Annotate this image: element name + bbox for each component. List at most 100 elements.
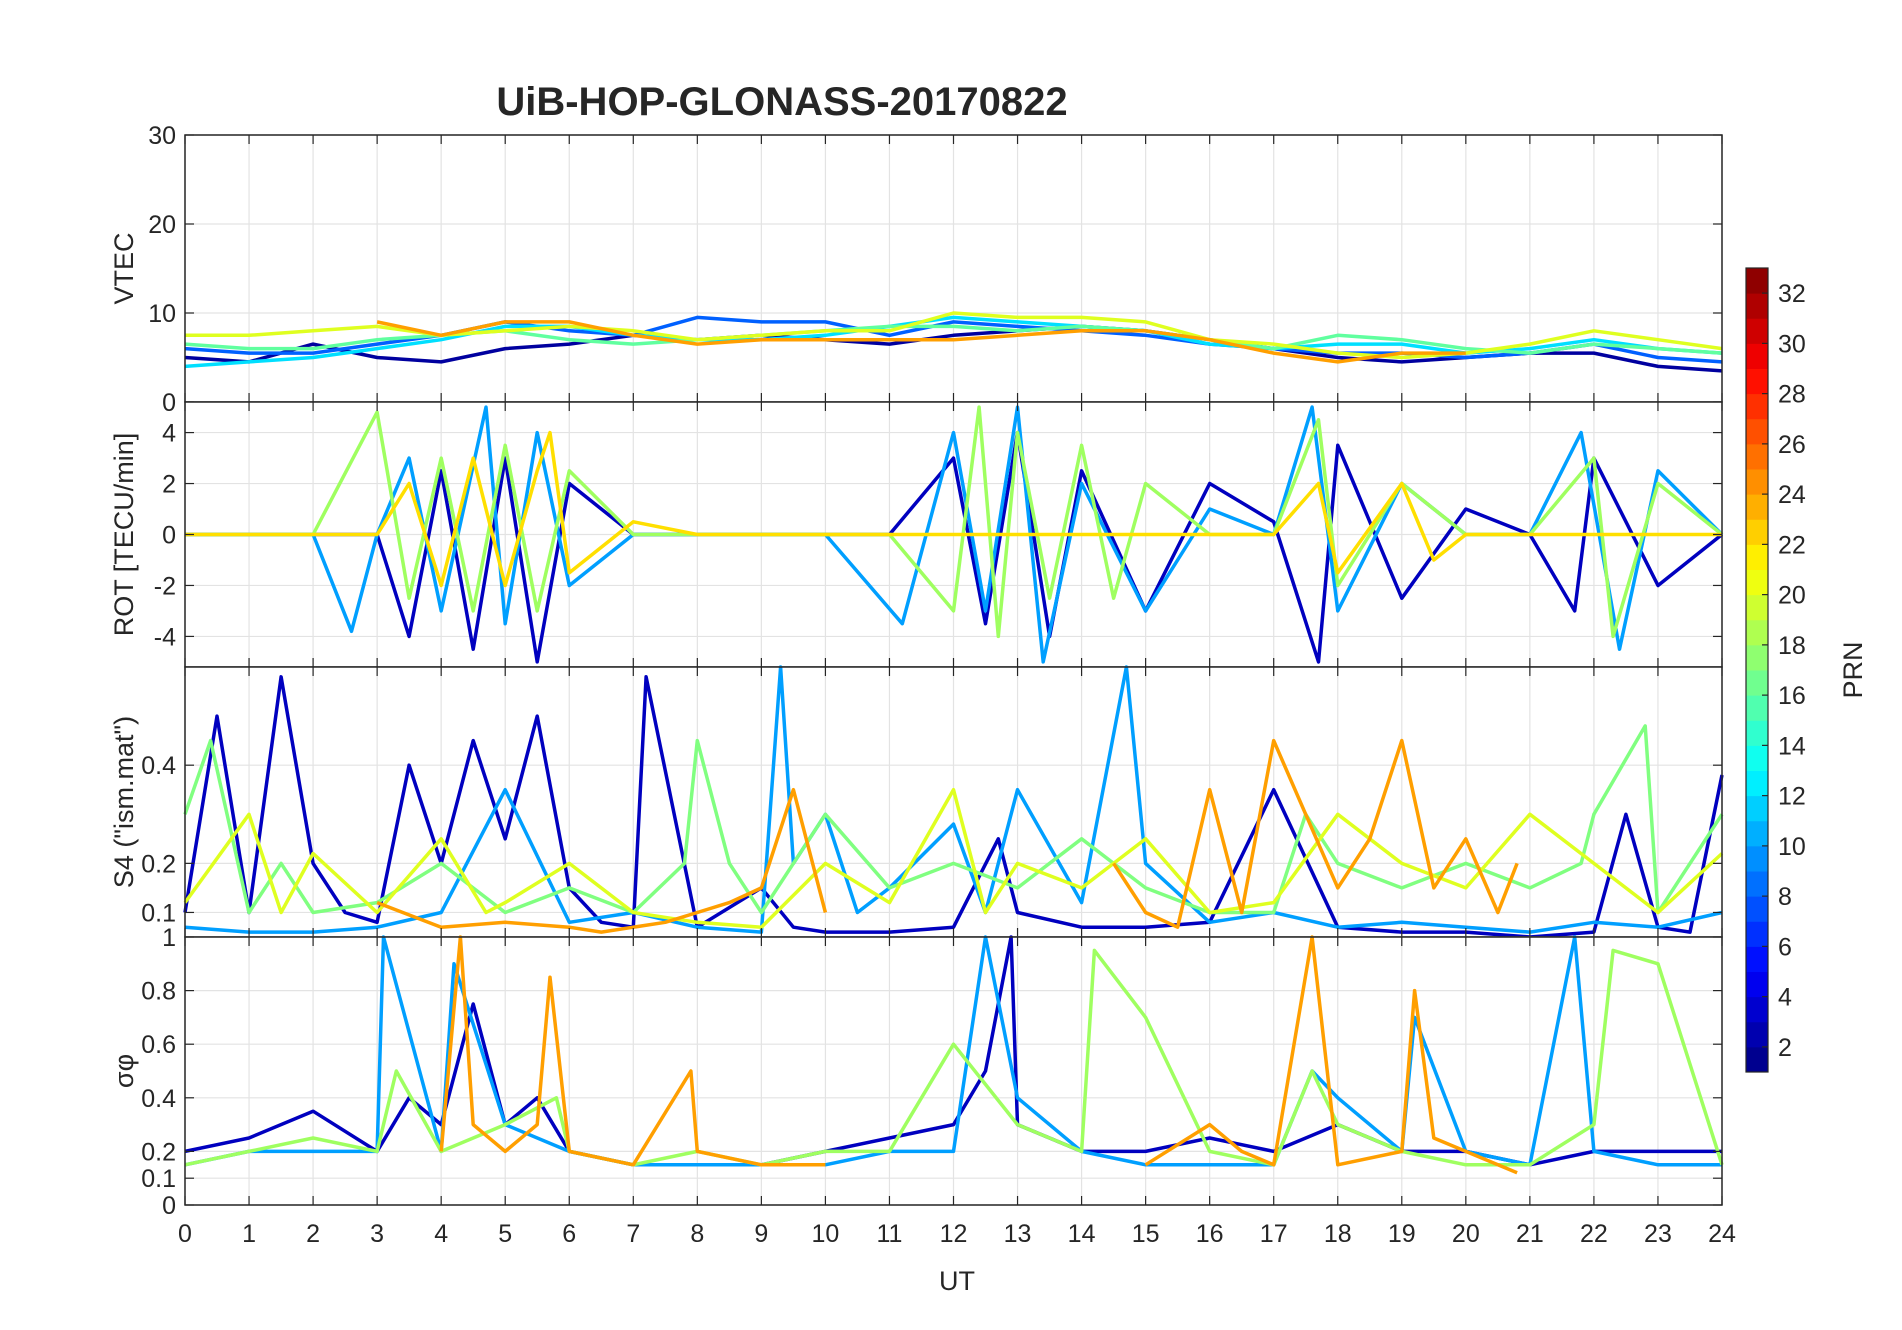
panel-vtec-series xyxy=(184,311,1723,373)
x-tick-label: 16 xyxy=(1196,1220,1224,1248)
colorbar-segment xyxy=(1746,845,1768,872)
colorbar-segment xyxy=(1746,670,1768,696)
y-tick-label: 0.6 xyxy=(141,1031,176,1059)
colorbar-tick-label: 24 xyxy=(1778,481,1806,509)
y-tick-label: 0.2 xyxy=(141,1138,176,1166)
colorbar-segment xyxy=(1746,293,1768,319)
series-prn-22 xyxy=(185,430,1722,588)
x-tick-label: 20 xyxy=(1452,1220,1480,1248)
x-tick-label: 3 xyxy=(370,1220,384,1248)
x-tick-label: 18 xyxy=(1324,1220,1352,1248)
y-tick-label: -4 xyxy=(154,623,176,651)
colorbar-segment xyxy=(1746,368,1768,395)
y-tick-label: 10 xyxy=(148,300,176,328)
colorbar-tick-label: 16 xyxy=(1778,682,1806,710)
colorbar-tick-label: 10 xyxy=(1778,833,1806,861)
colorbar-segment xyxy=(1746,1021,1768,1048)
series-prn-17 xyxy=(183,724,1724,915)
y-tick-label: 0 xyxy=(162,1192,176,1220)
y-tick-label: 0 xyxy=(162,389,176,417)
y-tick-label: 0 xyxy=(162,522,176,550)
colorbar-tick-label: 12 xyxy=(1778,783,1806,811)
series-prn-3 xyxy=(184,935,1722,1167)
y-tick-label: 20 xyxy=(148,211,176,239)
series-prn-24 xyxy=(439,935,1518,1175)
colorbar-tick-label: 6 xyxy=(1778,933,1792,961)
series-prn-20 xyxy=(183,787,1724,929)
x-tick-label: 2 xyxy=(306,1220,320,1248)
colorbar-segment xyxy=(1746,946,1768,972)
y-tick-label: -2 xyxy=(154,572,176,600)
colorbar-segment xyxy=(1746,619,1768,646)
y-tick-label: 4 xyxy=(162,420,176,448)
colorbar-segment xyxy=(1746,896,1768,922)
colorbar-segment xyxy=(1746,971,1768,998)
y-tick-label: 0.4 xyxy=(141,1085,176,1113)
colorbar-segment xyxy=(1746,494,1768,520)
x-tick-label: 5 xyxy=(498,1220,512,1248)
colorbar-tick-label: 18 xyxy=(1778,632,1806,660)
colorbar-tick-label: 26 xyxy=(1778,431,1806,459)
colorbar-segment xyxy=(1746,318,1768,344)
colorbar-segment xyxy=(1746,795,1768,822)
colorbar-segment xyxy=(1746,745,1768,771)
colorbar-tick-label: 28 xyxy=(1778,381,1806,409)
colorbar-frame xyxy=(1745,267,1769,1073)
colorbar-segment xyxy=(1746,644,1768,671)
panel-s4: 0.1 0.2 0.4S4 ("ism.mat") xyxy=(109,665,1724,939)
x-tick-label: 13 xyxy=(1004,1220,1032,1248)
x-tick-labels: 0 1 2 3 4 5 6 7 8 9 10 11 12 13 14 15 16 17 18 19 20 21 22 23 24 xyxy=(178,1220,1736,1248)
colorbar-segment xyxy=(1746,594,1768,621)
x-axis-label: UT xyxy=(939,1266,975,1296)
colorbar-segment xyxy=(1746,569,1768,596)
y-tick-label: 1 xyxy=(162,924,176,952)
colorbar-segment xyxy=(1746,544,1768,570)
y-tick-label: 30 xyxy=(148,122,176,150)
colorbar-tick-label: 22 xyxy=(1778,531,1806,559)
x-tick-label: 8 xyxy=(690,1220,704,1248)
y-axis-label-s4: S4 ("ism.mat") xyxy=(109,716,139,888)
colorbar-tick-label: 4 xyxy=(1778,984,1792,1012)
colorbar-segment xyxy=(1746,418,1768,445)
x-tick-label: 14 xyxy=(1068,1220,1096,1248)
y-tick-label: 0.2 xyxy=(141,850,176,878)
series-prn-10 xyxy=(184,665,1723,934)
panel-sigma-phi: 00.10.2 0.4 0.6 0.8 1 σφ xyxy=(109,924,1724,1220)
x-tick-label: 9 xyxy=(754,1220,768,1248)
colorbar-segment xyxy=(1746,443,1768,470)
y-tick-label: 0.8 xyxy=(141,978,176,1006)
x-tick-label: 10 xyxy=(812,1220,840,1248)
colorbar-tick-label: 8 xyxy=(1778,883,1792,911)
colorbar-segment xyxy=(1746,268,1768,294)
x-tick-label: 12 xyxy=(940,1220,968,1248)
x-tick-label: 23 xyxy=(1644,1220,1672,1248)
x-tick-label: 15 xyxy=(1132,1220,1160,1248)
y-tick-label: 0.1 xyxy=(141,1165,176,1193)
colorbar-segment xyxy=(1746,469,1768,495)
x-tick-label: 7 xyxy=(626,1220,640,1248)
series-prn-3 xyxy=(185,430,1724,664)
y-axis-label-sigma-phi: σφ xyxy=(109,1054,139,1088)
chart-title: UiB-HOP-GLONASS-20170822 xyxy=(496,80,1067,124)
x-tick-label: 11 xyxy=(876,1220,902,1248)
series-prn-18 xyxy=(184,948,1724,1167)
colorbar-segment xyxy=(1746,820,1768,847)
colorbar-segment xyxy=(1746,695,1768,721)
colorbar-segment xyxy=(1746,770,1768,797)
colorbar-segment xyxy=(1746,393,1768,420)
x-tick-label: 24 xyxy=(1708,1220,1736,1248)
series-prn-24 xyxy=(376,738,1519,934)
colorbar-tick-label: 2 xyxy=(1778,1034,1792,1062)
x-tick-label: 6 xyxy=(562,1220,576,1248)
y-tick-label: 2 xyxy=(162,471,176,499)
colorbar-segment xyxy=(1746,996,1768,1023)
colorbar-segment xyxy=(1746,343,1768,369)
colorbar-tick-label: 30 xyxy=(1778,330,1806,358)
y-tick-label: 0.1 xyxy=(141,899,176,927)
x-tick-label: 17 xyxy=(1260,1220,1288,1248)
panel-vtec: 0 10 20 30 VTEC xyxy=(109,122,1723,417)
colorbar-segment xyxy=(1746,921,1768,947)
